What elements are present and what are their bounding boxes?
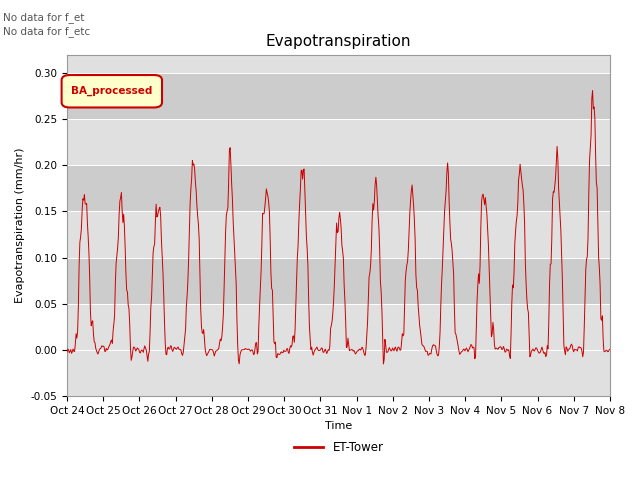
Y-axis label: Evapotranspiration (mm/hr): Evapotranspiration (mm/hr) xyxy=(15,147,25,303)
X-axis label: Time: Time xyxy=(325,421,352,432)
Bar xyxy=(67,258,610,304)
Bar xyxy=(67,165,610,212)
Text: BA_processed: BA_processed xyxy=(72,86,153,96)
Bar xyxy=(67,73,610,119)
Title: Evapotranspiration: Evapotranspiration xyxy=(266,34,412,49)
Legend: ET-Tower: ET-Tower xyxy=(289,436,388,458)
FancyBboxPatch shape xyxy=(61,75,162,108)
Text: No data for f_et
No data for f_etc: No data for f_et No data for f_etc xyxy=(3,12,90,37)
